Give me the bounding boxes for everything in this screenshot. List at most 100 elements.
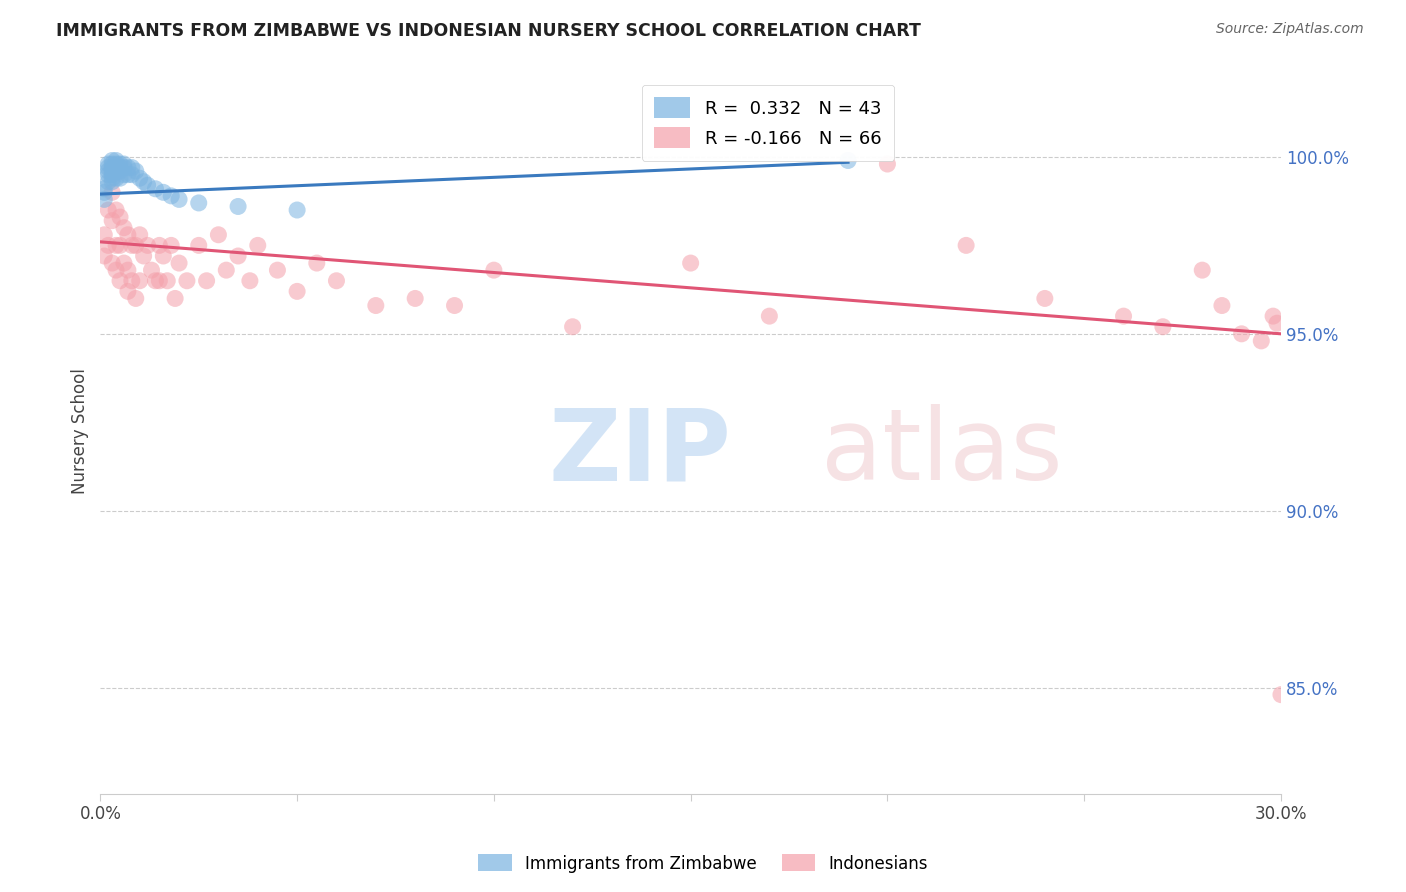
Point <box>105 171 128 186</box>
Point <box>105 263 128 277</box>
Text: IMMIGRANTS FROM ZIMBABWE VS INDONESIAN NURSERY SCHOOL CORRELATION CHART: IMMIGRANTS FROM ZIMBABWE VS INDONESIAN N… <box>56 22 921 40</box>
Point <box>285 202 308 217</box>
Point <box>108 164 131 178</box>
Point <box>112 157 135 171</box>
Point <box>121 168 143 182</box>
Point <box>108 171 131 186</box>
Point <box>443 299 465 313</box>
Point <box>1211 299 1233 313</box>
Point <box>325 274 347 288</box>
Point <box>758 309 780 323</box>
Point <box>148 274 170 288</box>
Point <box>1250 334 1272 348</box>
Point <box>121 274 143 288</box>
Point <box>165 292 187 306</box>
Point <box>136 238 159 252</box>
Point <box>215 263 238 277</box>
Point <box>187 196 209 211</box>
Point <box>117 227 139 242</box>
Point <box>128 171 150 186</box>
Point <box>167 193 190 207</box>
Text: Source: ZipAtlas.com: Source: ZipAtlas.com <box>1216 22 1364 37</box>
Point <box>97 175 120 189</box>
Point <box>1261 309 1284 323</box>
Point <box>101 157 124 171</box>
Point <box>97 238 120 252</box>
Point <box>121 238 143 252</box>
Point <box>305 256 328 270</box>
Point <box>246 238 269 252</box>
Point <box>1033 292 1056 306</box>
Point <box>108 238 131 252</box>
Point <box>207 227 229 242</box>
Point <box>176 274 198 288</box>
Point <box>404 292 426 306</box>
Point <box>132 175 155 189</box>
Point <box>117 168 139 182</box>
Point <box>160 189 183 203</box>
Point <box>125 238 148 252</box>
Point <box>876 157 898 171</box>
Point <box>121 161 143 175</box>
Point <box>105 164 128 178</box>
Point <box>226 249 249 263</box>
Point <box>101 168 124 182</box>
Point <box>93 249 115 263</box>
Point <box>266 263 288 277</box>
Point <box>561 319 583 334</box>
Point <box>955 238 977 252</box>
Point <box>837 153 859 168</box>
Point <box>101 256 124 270</box>
Point <box>101 175 124 189</box>
Text: ZIP: ZIP <box>548 404 733 501</box>
Point <box>112 220 135 235</box>
Point <box>112 168 135 182</box>
Point <box>145 182 167 196</box>
Point <box>108 161 131 175</box>
Point <box>1265 316 1288 330</box>
Point <box>145 274 167 288</box>
Point <box>101 213 124 227</box>
Point <box>128 274 150 288</box>
Point <box>101 164 124 178</box>
Y-axis label: Nursery School: Nursery School <box>72 368 89 494</box>
Point <box>167 256 190 270</box>
Point <box>112 161 135 175</box>
Point <box>97 161 120 175</box>
Text: atlas: atlas <box>821 404 1062 501</box>
Point <box>93 186 115 200</box>
Point <box>152 186 174 200</box>
Point <box>195 274 218 288</box>
Point <box>101 161 124 175</box>
Point <box>128 227 150 242</box>
Point <box>105 202 128 217</box>
Point <box>105 157 128 171</box>
Point <box>125 164 148 178</box>
Point <box>117 161 139 175</box>
Point <box>125 292 148 306</box>
Point <box>226 199 249 213</box>
Point <box>105 161 128 175</box>
Point <box>108 274 131 288</box>
Point <box>93 193 115 207</box>
Point <box>97 202 120 217</box>
Point <box>482 263 505 277</box>
Point <box>187 238 209 252</box>
Point <box>101 186 124 200</box>
Point <box>108 157 131 171</box>
Point <box>105 153 128 168</box>
Point <box>132 249 155 263</box>
Point <box>101 153 124 168</box>
Point <box>1230 326 1253 341</box>
Legend: R =  0.332   N = 43, R = -0.166   N = 66: R = 0.332 N = 43, R = -0.166 N = 66 <box>641 85 894 161</box>
Legend: Immigrants from Zimbabwe, Indonesians: Immigrants from Zimbabwe, Indonesians <box>471 847 935 880</box>
Point <box>97 168 120 182</box>
Point <box>364 299 387 313</box>
Point <box>93 227 115 242</box>
Point <box>239 274 262 288</box>
Point <box>93 182 115 196</box>
Point <box>136 178 159 193</box>
Point <box>1191 263 1213 277</box>
Point <box>97 157 120 171</box>
Point <box>117 263 139 277</box>
